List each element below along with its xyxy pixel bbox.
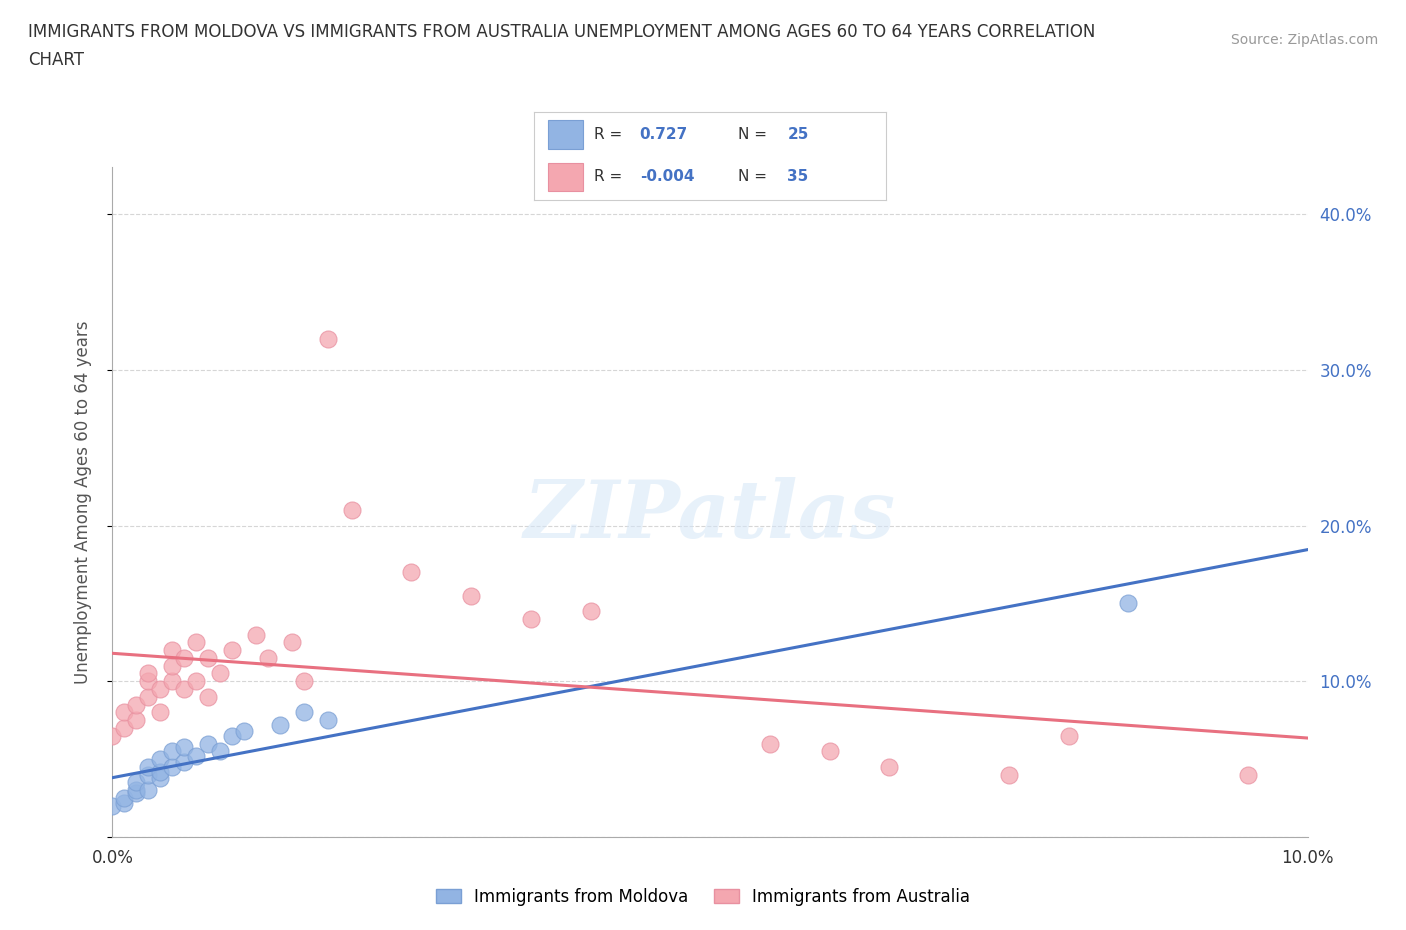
Point — [125, 783, 148, 798]
Text: 0.727: 0.727 — [640, 127, 688, 142]
Point — [162, 658, 183, 673]
Text: 25: 25 — [787, 127, 808, 142]
Bar — [548, 163, 583, 192]
Point — [138, 674, 160, 689]
Point — [221, 728, 243, 743]
Point — [186, 674, 208, 689]
Point — [138, 760, 160, 775]
Point — [101, 728, 124, 743]
Point — [208, 744, 231, 759]
Point — [460, 588, 482, 603]
Point — [114, 795, 135, 810]
Text: 35: 35 — [787, 169, 808, 184]
Text: ZIPatlas: ZIPatlas — [524, 477, 896, 554]
Point — [221, 643, 243, 658]
Point — [1118, 596, 1140, 611]
Point — [257, 650, 280, 665]
Point — [186, 635, 208, 650]
Point — [125, 698, 148, 712]
Point — [401, 565, 423, 579]
Text: R =: R = — [593, 169, 627, 184]
Point — [579, 604, 602, 618]
Point — [208, 666, 231, 681]
Point — [162, 643, 183, 658]
Point — [197, 737, 219, 751]
Point — [316, 331, 339, 346]
Point — [173, 650, 195, 665]
Text: R =: R = — [593, 127, 627, 142]
Point — [316, 712, 339, 727]
Point — [232, 724, 256, 738]
Text: IMMIGRANTS FROM MOLDOVA VS IMMIGRANTS FROM AUSTRALIA UNEMPLOYMENT AMONG AGES 60 : IMMIGRANTS FROM MOLDOVA VS IMMIGRANTS FR… — [28, 23, 1095, 41]
Y-axis label: Unemployment Among Ages 60 to 64 years: Unemployment Among Ages 60 to 64 years — [73, 321, 91, 684]
Point — [138, 783, 160, 798]
Point — [877, 760, 901, 775]
Point — [1057, 728, 1080, 743]
Point — [114, 705, 135, 720]
Point — [340, 502, 363, 517]
Point — [162, 760, 183, 775]
Point — [149, 705, 172, 720]
Point — [245, 627, 267, 642]
Point — [101, 799, 124, 814]
Point — [186, 749, 208, 764]
Point — [125, 712, 148, 727]
Point — [162, 674, 183, 689]
Point — [138, 767, 160, 782]
Point — [520, 612, 543, 627]
Point — [1237, 767, 1260, 782]
Point — [173, 739, 195, 754]
Point — [759, 737, 782, 751]
Point — [281, 635, 304, 650]
Point — [114, 721, 135, 736]
Point — [149, 682, 172, 697]
Point — [138, 666, 160, 681]
Point — [998, 767, 1021, 782]
Point — [125, 786, 148, 801]
Point — [173, 755, 195, 770]
Point — [197, 650, 219, 665]
Point — [149, 751, 172, 766]
Point — [197, 689, 219, 704]
Point — [173, 682, 195, 697]
Text: N =: N = — [738, 169, 772, 184]
Point — [125, 775, 148, 790]
Text: Source: ZipAtlas.com: Source: ZipAtlas.com — [1230, 33, 1378, 46]
Point — [149, 764, 172, 779]
Point — [162, 744, 183, 759]
Point — [292, 705, 315, 720]
Point — [149, 770, 172, 785]
Legend: Immigrants from Moldova, Immigrants from Australia: Immigrants from Moldova, Immigrants from… — [429, 881, 977, 912]
Text: N =: N = — [738, 127, 772, 142]
Point — [818, 744, 841, 759]
Point — [292, 674, 315, 689]
Point — [138, 689, 160, 704]
Bar — [548, 120, 583, 149]
Text: -0.004: -0.004 — [640, 169, 695, 184]
Point — [269, 717, 291, 732]
Point — [114, 790, 135, 805]
Text: CHART: CHART — [28, 51, 84, 69]
